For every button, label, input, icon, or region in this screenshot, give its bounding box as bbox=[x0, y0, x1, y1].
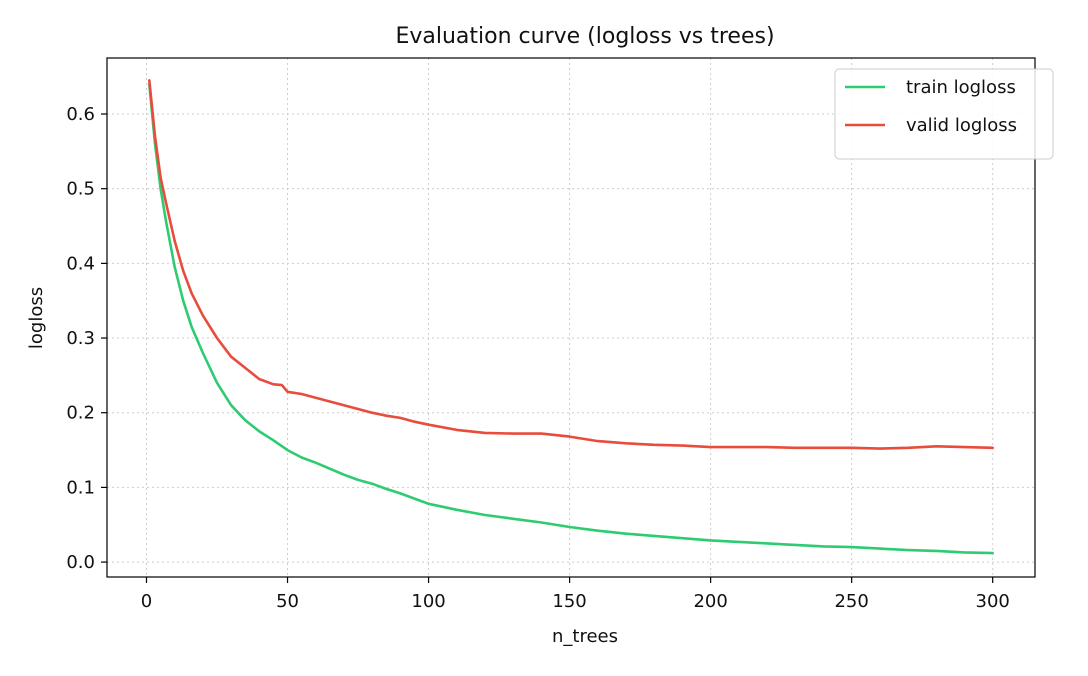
x-tick-label: 200 bbox=[693, 591, 727, 612]
y-tick-label: 0.1 bbox=[66, 477, 95, 498]
y-tick-label: 0.4 bbox=[66, 253, 95, 274]
x-tick-label: 150 bbox=[552, 591, 586, 612]
y-tick-label: 0.0 bbox=[66, 552, 95, 573]
legend-label: valid logloss bbox=[906, 115, 1017, 136]
chart-title: Evaluation curve (logloss vs trees) bbox=[395, 24, 774, 49]
legend-box bbox=[834, 68, 1054, 160]
y-tick-label: 0.6 bbox=[66, 104, 95, 125]
series-line-valid-logloss bbox=[148, 79, 995, 450]
x-tick-label: 300 bbox=[976, 591, 1010, 612]
y-axis-label: logloss bbox=[26, 287, 47, 349]
plot-area-frame bbox=[106, 57, 1036, 578]
series-line-train-logloss bbox=[148, 82, 995, 555]
x-tick-label: 250 bbox=[834, 591, 868, 612]
x-axis-label: n_trees bbox=[552, 626, 618, 647]
y-tick-label: 0.5 bbox=[66, 179, 95, 200]
y-tick-label: 0.3 bbox=[66, 328, 95, 349]
x-tick-label: 50 bbox=[276, 591, 299, 612]
x-tick-label: 0 bbox=[141, 591, 152, 612]
y-tick-label: 0.2 bbox=[66, 403, 95, 424]
axis-ticks: 0 50 100 150 200 250 300 0.0 0.1 0.2 0.3 0.4 0.5 0.6 bbox=[66, 104, 1010, 612]
legend-label: train logloss bbox=[906, 77, 1016, 98]
legend: train logloss valid logloss bbox=[834, 68, 1054, 160]
x-tick-label: 100 bbox=[411, 591, 445, 612]
series-lines bbox=[148, 79, 995, 555]
